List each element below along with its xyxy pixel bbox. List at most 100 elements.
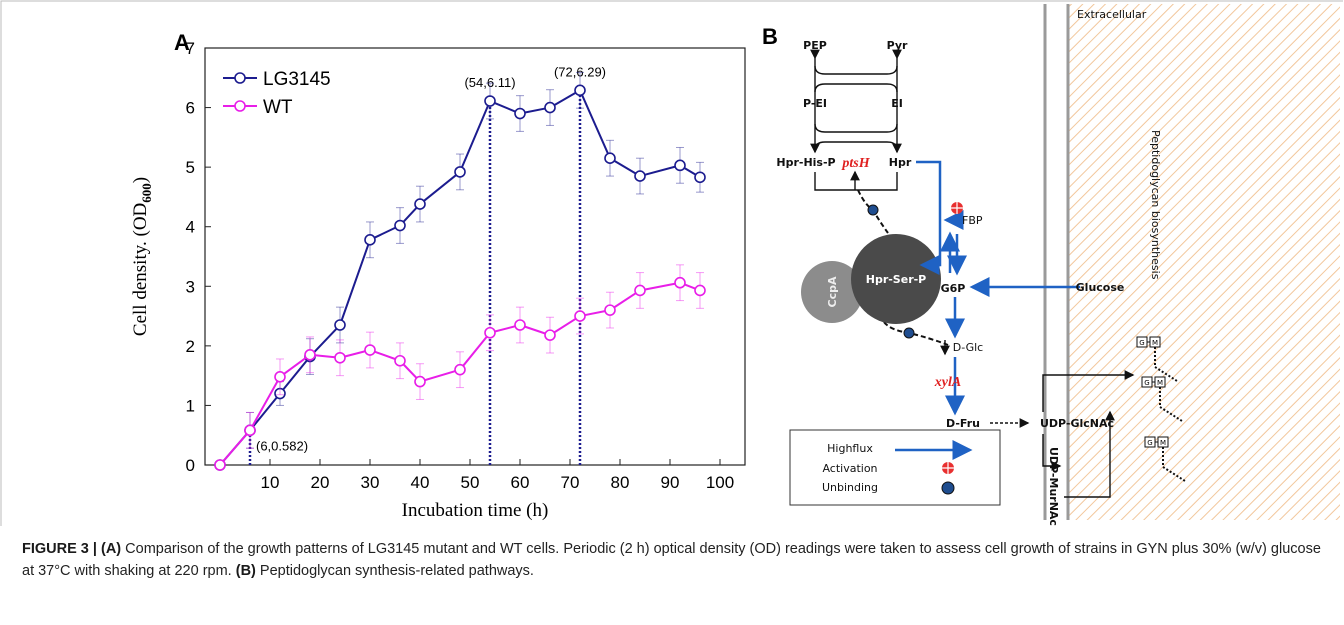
y-tick-label: 5 [186,158,195,177]
diagram: B Extracellular Peptidoglycan biosynthes… [762,4,1340,526]
glycan: G M G M G M [1136,336,1186,482]
legend-marker [234,72,246,84]
activation-icon [951,202,963,214]
glycan-unit: M [1157,379,1163,387]
point [364,344,376,356]
node: FBP [962,214,983,227]
point [674,159,686,172]
point [414,198,426,210]
node: UDP-MurNAc [1047,447,1060,526]
node: UDP-GlcNAc [1040,417,1114,430]
point [544,101,556,114]
point [634,170,646,182]
x-tick-label: 90 [661,473,680,492]
glycan-unit: G [1147,439,1152,447]
x-tick-label: 20 [311,473,330,492]
y-axis-label: Cell density. (OD600) [130,177,154,336]
legend-marker [234,100,246,112]
point [484,326,496,339]
point [274,371,286,383]
point [244,424,256,437]
panel-label: A [174,30,190,55]
point [694,284,706,297]
y-tick-label: 2 [186,337,195,356]
legend-label: Activation [822,462,877,475]
y-tick-label: 7 [186,39,195,58]
x-tick-label: 100 [706,473,734,492]
glycan-unit: M [1160,439,1166,447]
gene: ptsH [841,156,870,171]
node: D-Glc [953,341,983,354]
annotation: (72,6.29) [554,64,606,79]
x-tick-label: 50 [461,473,480,492]
point [414,375,426,388]
y-tick-label: 0 [186,456,195,475]
pts-loop [810,49,1135,498]
glycan-unit: G [1139,339,1144,347]
x-tick-label: 40 [411,473,430,492]
point [364,234,376,246]
hpr-ser-p [851,234,941,324]
y-tick-label: 1 [186,396,195,415]
point [484,95,496,107]
annotation: (6,0.582) [256,438,308,453]
node: Hpr [889,156,912,169]
x-tick-label: 70 [561,473,580,492]
point [674,276,686,289]
legend-label: Unbinding [822,481,878,494]
point [394,219,406,232]
point [394,354,406,367]
node: G6P [941,282,966,295]
point [604,152,616,165]
y-tick-label: 3 [186,277,195,296]
glycan-unit: M [1152,339,1158,347]
ccpa [801,261,863,323]
caption-text: Peptidoglycan synthesis-related pathways… [259,563,534,579]
point [214,459,226,471]
node: Hpr-His-P [776,156,835,169]
point [514,319,526,331]
point [694,171,706,184]
y-axis-label-part: ) [130,177,151,183]
point [634,284,646,297]
node: Glucose [1076,281,1125,294]
point [304,348,316,361]
label: Peptidoglycan biosynthesis [1149,130,1162,280]
point [514,107,526,120]
legend-label: LG3145 [263,69,331,90]
x-axis-label: Incubation time (h) [402,500,549,521]
frame [0,0,1343,526]
unbinding-icon [867,204,879,216]
y-axis-label-part: Cell density. (OD [130,203,151,336]
point [454,166,466,178]
high-flux [916,160,1080,416]
y-axis-label-part: 600 [139,183,154,203]
y-tick-label: 4 [186,218,195,237]
glycan-unit: G [1144,379,1149,387]
caption-label: FIGURE 3 | [22,541,97,557]
legend-label: WT [263,97,293,118]
caption: FIGURE 3 | (A) Comparison of the growth … [22,538,1322,582]
gene: xylA [934,375,961,390]
point [574,310,586,322]
series-line [219,89,701,466]
cell-wall [1068,4,1340,520]
caption-label: (B) [235,563,256,579]
point [334,319,346,331]
node: CcpA [826,276,839,307]
figure: A 0 1 2 3 4 5 6 7 10 20 30 40 50 60 70 80 90 100 Incubatio… [0,0,1343,526]
annotation: (54,6.11) [464,75,515,90]
point [274,387,286,400]
point [604,304,616,316]
point [454,363,466,376]
caption-label: (A) [101,541,122,557]
point [334,351,346,364]
node: Hpr-Ser-P [866,273,927,286]
plot-frame [204,47,746,466]
diagram-legend: Highflux Activation Unbinding [789,429,1001,506]
label: Extracellular [1077,8,1147,21]
x-tick-label: 30 [361,473,380,492]
node: PEP [803,39,827,52]
point [574,84,586,97]
